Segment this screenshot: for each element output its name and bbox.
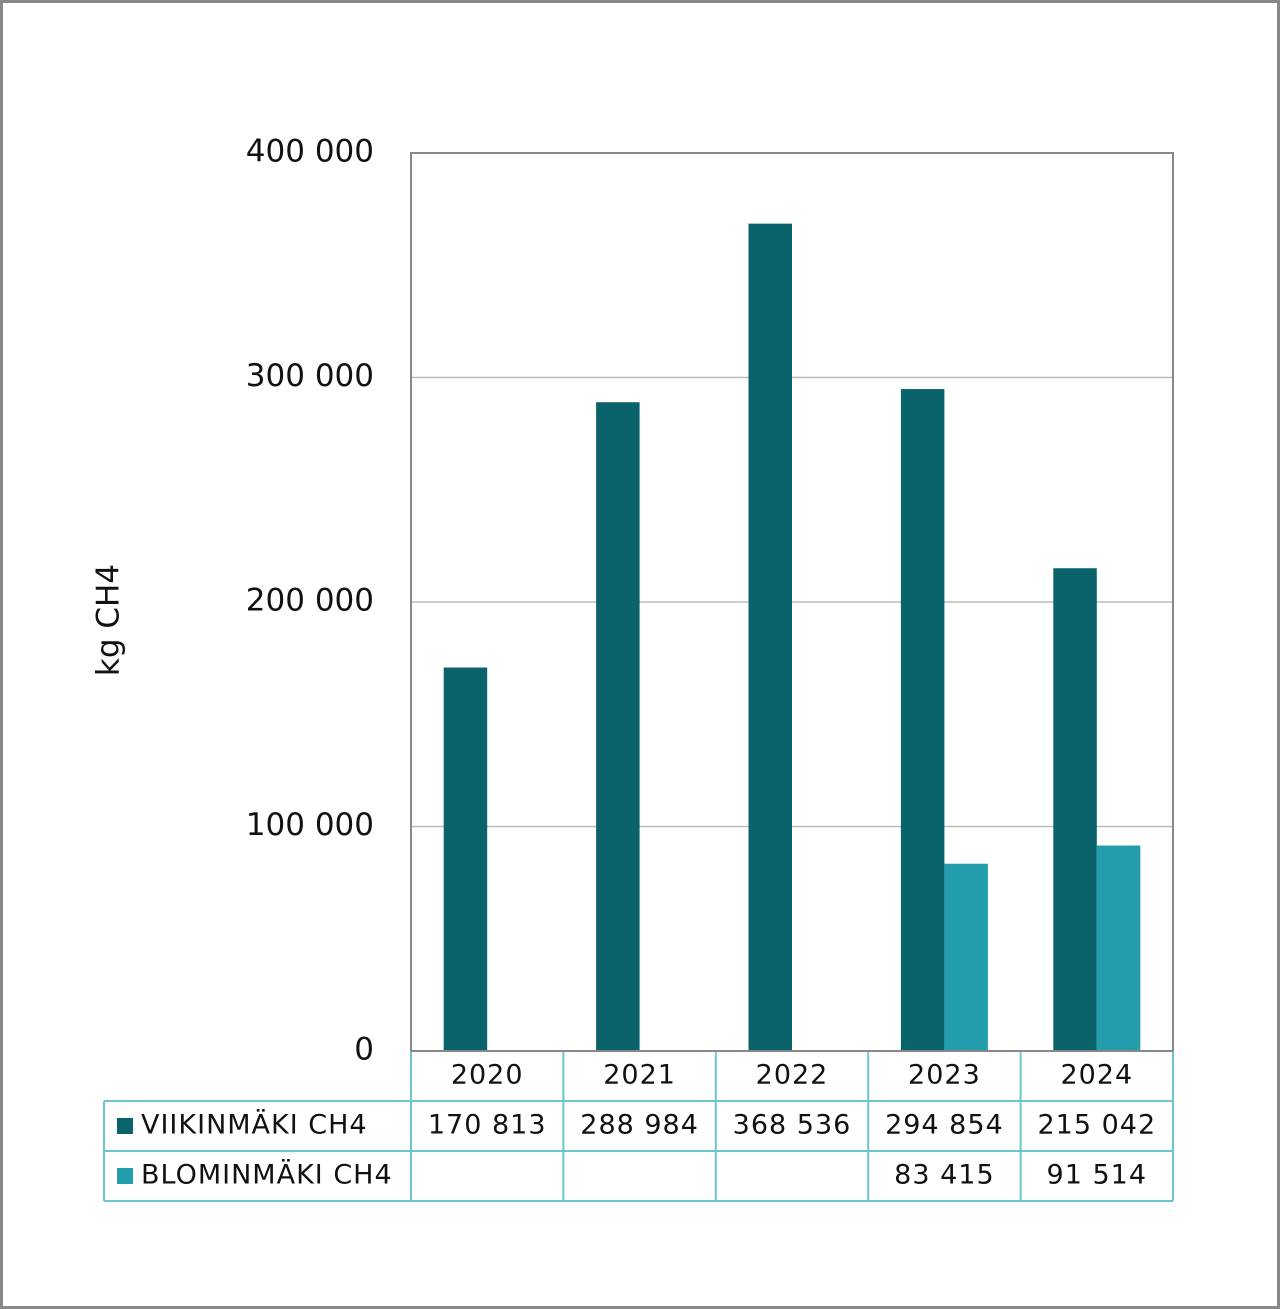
x-tick-label: 2021 <box>603 1060 676 1091</box>
y-tick-label: 0 <box>354 1032 374 1068</box>
data-label: 91 514 <box>1047 1160 1147 1191</box>
bar <box>1053 568 1097 1051</box>
x-tick-label: 2020 <box>451 1060 524 1091</box>
bar <box>1096 845 1141 1051</box>
y-axis-label: kg CH4 <box>91 564 127 676</box>
bar <box>748 223 792 1052</box>
data-label: 170 813 <box>428 1110 547 1141</box>
legend-swatch <box>117 1118 133 1134</box>
legend-label: VIIKINMÄKI CH4 <box>141 1109 368 1141</box>
bar <box>944 863 988 1051</box>
x-tick-label: 2022 <box>756 1060 829 1091</box>
data-label: 294 854 <box>885 1110 1004 1141</box>
bar <box>443 667 488 1051</box>
data-label: 83 415 <box>894 1160 994 1191</box>
bar <box>596 402 640 1051</box>
legend-swatch <box>117 1168 133 1184</box>
y-tick-label: 200 000 <box>246 583 374 619</box>
bar <box>900 389 945 1052</box>
data-label: 288 984 <box>580 1110 699 1141</box>
x-tick-label: 2023 <box>908 1060 981 1091</box>
y-tick-label: 100 000 <box>246 807 374 843</box>
data-label: 215 042 <box>1037 1110 1156 1141</box>
y-tick-label: 400 000 <box>246 134 374 170</box>
x-tick-label: 2024 <box>1060 1060 1133 1091</box>
legend-label: BLOMINMÄKI CH4 <box>141 1159 393 1191</box>
data-label: 368 536 <box>733 1110 852 1141</box>
y-tick-label: 300 000 <box>246 358 374 394</box>
